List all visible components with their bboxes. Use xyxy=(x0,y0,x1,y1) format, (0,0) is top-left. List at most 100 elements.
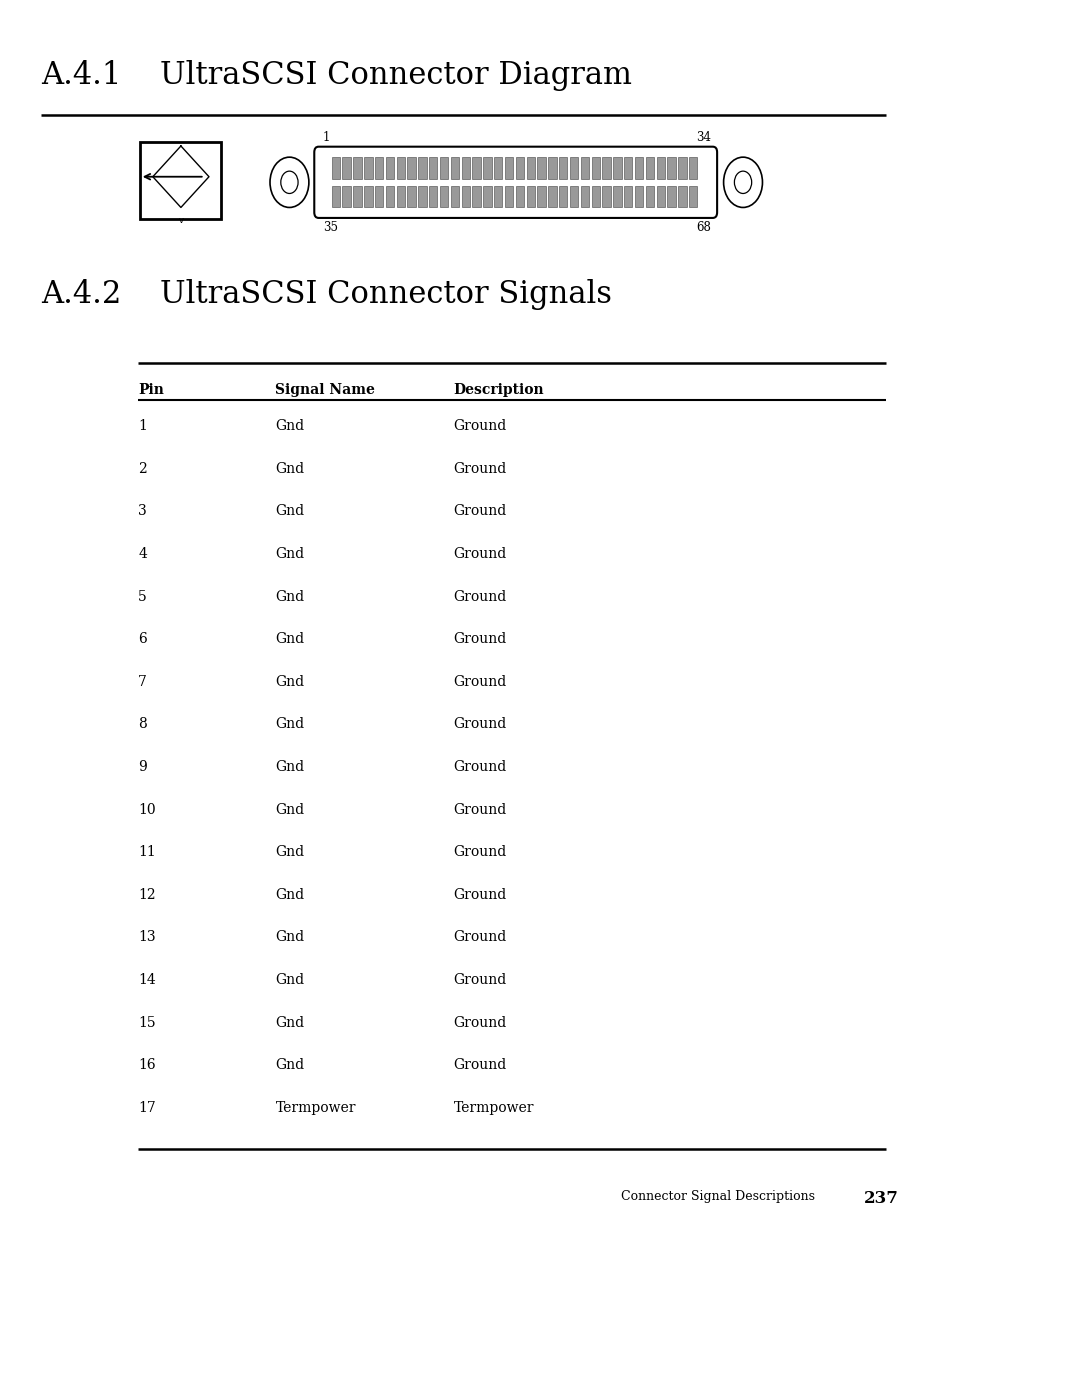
Text: Gnd: Gnd xyxy=(275,548,305,562)
Text: Ground: Ground xyxy=(454,462,507,476)
Text: Description: Description xyxy=(454,383,544,397)
Text: 3: 3 xyxy=(138,504,147,518)
Text: Gnd: Gnd xyxy=(275,419,305,433)
Bar xyxy=(549,158,556,179)
Bar xyxy=(353,158,362,179)
Bar xyxy=(657,186,665,208)
Bar xyxy=(613,186,622,208)
Text: v: v xyxy=(178,215,184,225)
Text: 16: 16 xyxy=(138,1059,156,1073)
Bar xyxy=(570,158,578,179)
Text: Gnd: Gnd xyxy=(275,974,305,988)
Text: Ground: Ground xyxy=(454,631,507,647)
Text: 13: 13 xyxy=(138,930,156,944)
Bar xyxy=(527,158,535,179)
Text: 4: 4 xyxy=(138,548,147,562)
Bar xyxy=(559,186,567,208)
Bar xyxy=(646,158,654,179)
Bar xyxy=(516,186,524,208)
Bar xyxy=(504,158,513,179)
Bar xyxy=(332,186,340,208)
Bar xyxy=(418,186,427,208)
Text: 15: 15 xyxy=(138,1016,156,1030)
Text: Gnd: Gnd xyxy=(275,631,305,647)
Bar xyxy=(429,186,437,208)
Bar xyxy=(461,158,470,179)
Bar xyxy=(678,186,687,208)
Text: 35: 35 xyxy=(323,221,338,233)
Bar xyxy=(353,186,362,208)
Bar xyxy=(646,186,654,208)
Text: 34: 34 xyxy=(696,131,711,144)
Text: 9: 9 xyxy=(138,760,147,774)
Bar xyxy=(450,186,459,208)
Bar xyxy=(592,186,600,208)
Text: Connector Signal Descriptions: Connector Signal Descriptions xyxy=(621,1190,815,1203)
Text: Ground: Ground xyxy=(454,888,507,902)
Text: Gnd: Gnd xyxy=(275,802,305,817)
Text: Gnd: Gnd xyxy=(275,462,305,476)
Bar xyxy=(364,186,373,208)
Bar xyxy=(472,186,481,208)
Text: 6: 6 xyxy=(138,631,147,647)
Text: A.4.1: A.4.1 xyxy=(41,60,121,91)
Bar xyxy=(538,158,545,179)
FancyBboxPatch shape xyxy=(314,147,717,218)
Bar xyxy=(689,158,698,179)
Bar xyxy=(581,158,589,179)
Bar xyxy=(678,158,687,179)
Text: Termpower: Termpower xyxy=(454,1101,535,1115)
Bar xyxy=(386,186,394,208)
Text: Pin: Pin xyxy=(138,383,164,397)
Bar xyxy=(549,186,556,208)
Text: 2: 2 xyxy=(138,462,147,476)
Text: 11: 11 xyxy=(138,845,156,859)
Bar xyxy=(635,158,644,179)
Bar xyxy=(592,158,600,179)
Bar xyxy=(440,158,448,179)
Text: Ground: Ground xyxy=(454,419,507,433)
Bar xyxy=(461,186,470,208)
Text: 5: 5 xyxy=(138,590,147,604)
Text: Ground: Ground xyxy=(454,675,507,689)
Bar xyxy=(450,158,459,179)
Bar xyxy=(483,158,491,179)
Bar xyxy=(342,186,351,208)
Text: 12: 12 xyxy=(138,888,156,902)
Bar xyxy=(570,186,578,208)
Bar xyxy=(375,186,383,208)
Bar xyxy=(689,186,698,208)
Bar xyxy=(624,186,633,208)
Bar xyxy=(332,158,340,179)
Text: Ground: Ground xyxy=(454,590,507,604)
Text: Gnd: Gnd xyxy=(275,760,305,774)
Text: Gnd: Gnd xyxy=(275,675,305,689)
Bar xyxy=(603,158,611,179)
Bar xyxy=(603,186,611,208)
Bar xyxy=(657,158,665,179)
Bar xyxy=(386,158,394,179)
Text: 68: 68 xyxy=(696,221,711,233)
Bar xyxy=(667,186,676,208)
Text: Gnd: Gnd xyxy=(275,590,305,604)
Text: 7: 7 xyxy=(138,675,147,689)
Text: 17: 17 xyxy=(138,1101,156,1115)
Text: Gnd: Gnd xyxy=(275,930,305,944)
Bar xyxy=(429,158,437,179)
Bar xyxy=(527,186,535,208)
Text: 14: 14 xyxy=(138,974,156,988)
Text: UltraSCSI Connector Signals: UltraSCSI Connector Signals xyxy=(160,279,612,310)
Bar xyxy=(483,186,491,208)
Text: Termpower: Termpower xyxy=(275,1101,356,1115)
Bar xyxy=(494,158,502,179)
Bar xyxy=(396,186,405,208)
Text: 1: 1 xyxy=(323,131,330,144)
Text: 10: 10 xyxy=(138,802,156,817)
Text: Gnd: Gnd xyxy=(275,718,305,732)
Text: Gnd: Gnd xyxy=(275,845,305,859)
Text: Gnd: Gnd xyxy=(275,1016,305,1030)
Bar xyxy=(559,158,567,179)
Bar xyxy=(494,186,502,208)
Text: Ground: Ground xyxy=(454,548,507,562)
Text: Ground: Ground xyxy=(454,930,507,944)
